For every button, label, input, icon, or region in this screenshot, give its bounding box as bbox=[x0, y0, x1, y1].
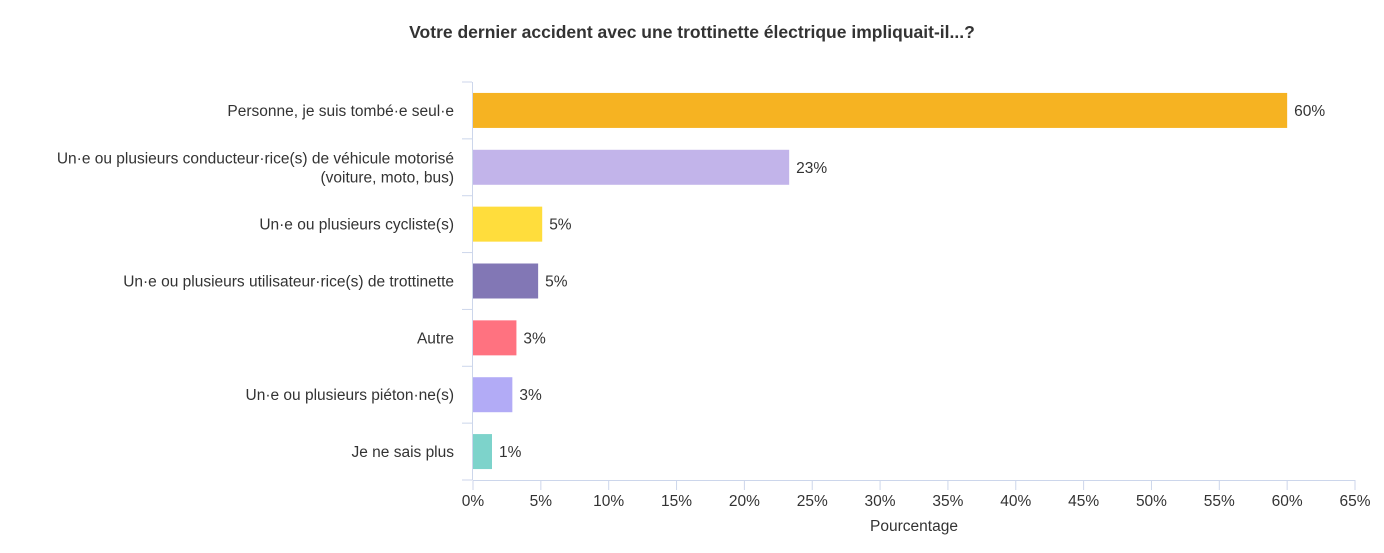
chart-title: Votre dernier accident avec une trottine… bbox=[409, 22, 975, 42]
x-tick-label: 5% bbox=[530, 493, 553, 510]
x-tick-label: 45% bbox=[1068, 493, 1099, 510]
category-label: Un·e ou plusieurs piéton·ne(s) bbox=[246, 387, 455, 404]
x-tick-label: 25% bbox=[797, 493, 828, 510]
data-label: 1% bbox=[499, 444, 522, 461]
bar bbox=[473, 149, 790, 185]
x-tick-label: 55% bbox=[1204, 493, 1235, 510]
category-label: (voiture, moto, bus) bbox=[320, 169, 454, 186]
x-tick-label: 10% bbox=[593, 493, 624, 510]
bar bbox=[473, 263, 539, 299]
x-tick-label: 60% bbox=[1272, 493, 1303, 510]
category-label: Un·e ou plusieurs cycliste(s) bbox=[259, 217, 454, 234]
data-label: 60% bbox=[1294, 103, 1325, 120]
data-label: 5% bbox=[549, 217, 572, 234]
x-axis-title: Pourcentage bbox=[870, 518, 958, 535]
data-label: 3% bbox=[523, 330, 546, 347]
x-tick-label: 15% bbox=[661, 493, 692, 510]
data-label: 3% bbox=[519, 387, 542, 404]
data-label: 5% bbox=[545, 274, 568, 291]
x-tick-label: 30% bbox=[865, 493, 896, 510]
data-label: 23% bbox=[796, 160, 827, 177]
x-tick-label: 20% bbox=[729, 493, 760, 510]
x-tick-label: 40% bbox=[1000, 493, 1031, 510]
bar bbox=[473, 434, 492, 470]
x-tick-label: 35% bbox=[932, 493, 963, 510]
bar bbox=[473, 320, 517, 356]
category-label: Personne, je suis tombé·e seul·e bbox=[227, 103, 454, 120]
category-label: Un·e ou plusieurs utilisateur·rice(s) de… bbox=[123, 274, 454, 291]
bar bbox=[473, 206, 543, 242]
x-tick-label: 50% bbox=[1136, 493, 1167, 510]
bar bbox=[473, 92, 1288, 128]
x-tick-label: 0% bbox=[462, 493, 485, 510]
x-tick-label: 65% bbox=[1339, 493, 1370, 510]
category-label: Je ne sais plus bbox=[351, 444, 454, 461]
category-label: Un·e ou plusieurs conducteur·rice(s) de … bbox=[57, 150, 454, 167]
category-label: Autre bbox=[417, 330, 454, 347]
bar bbox=[473, 377, 513, 413]
